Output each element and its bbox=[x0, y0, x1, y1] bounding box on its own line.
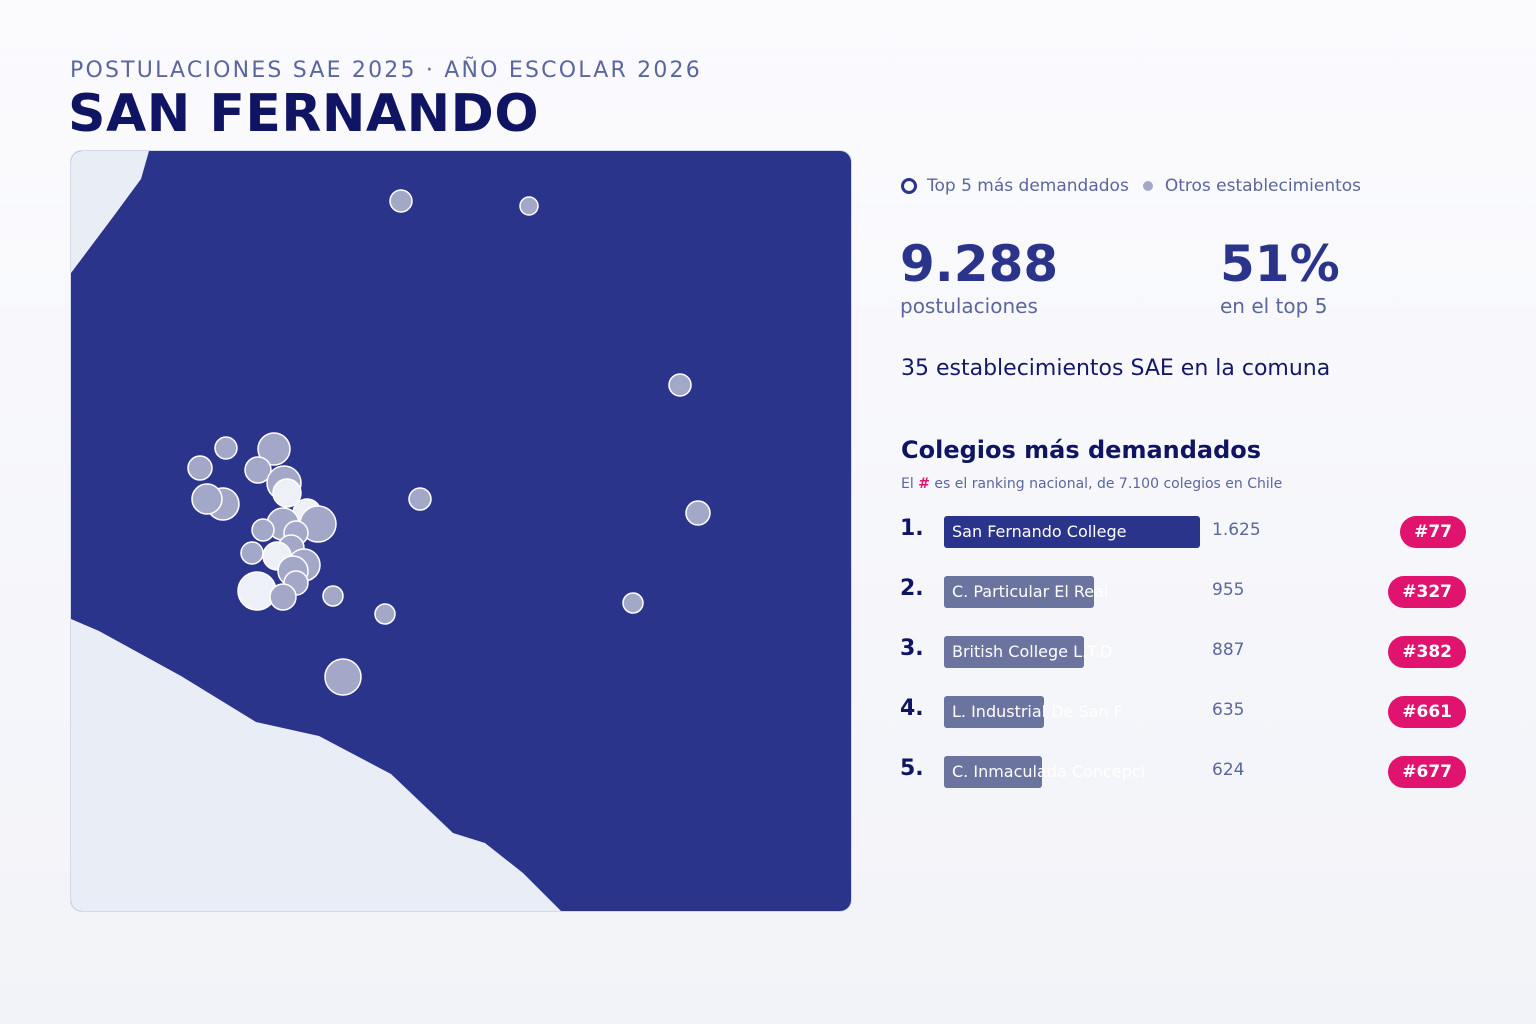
ranking-bar-area: C. Inmaculada Concepci bbox=[944, 756, 1200, 788]
ranking-row[interactable]: 5. C. Inmaculada Concepci 624 #677 bbox=[900, 752, 1470, 812]
establishment-marker[interactable] bbox=[322, 585, 344, 607]
school-name: C. Particular El Real bbox=[952, 582, 1109, 601]
outside-area-top-left bbox=[71, 151, 149, 273]
ranking-bar-area: British College L.T.D. bbox=[944, 636, 1200, 668]
ranking-row[interactable]: 4. L. Industrial De San F 635 #661 bbox=[900, 692, 1470, 752]
legend-other-label: Otros establecimientos bbox=[1164, 176, 1362, 196]
establishments-count: 35 establecimientos SAE en la comuna bbox=[901, 356, 1331, 381]
ranking-bar-area: San Fernando College bbox=[944, 516, 1200, 548]
application-count: 887 bbox=[1212, 640, 1245, 660]
establishment-marker[interactable] bbox=[324, 658, 362, 696]
establishment-marker[interactable] bbox=[269, 583, 297, 611]
establishment-marker[interactable] bbox=[251, 518, 275, 542]
establishment-marker[interactable] bbox=[244, 456, 272, 484]
national-rank-badge: #327 bbox=[1388, 576, 1466, 608]
ranking-position: 1. bbox=[900, 516, 924, 541]
ranking-position: 2. bbox=[900, 576, 924, 601]
establishment-marker[interactable] bbox=[622, 592, 644, 614]
ranking-row[interactable]: 2. C. Particular El Real 955 #327 bbox=[900, 572, 1470, 632]
commune-map[interactable] bbox=[70, 150, 852, 912]
application-count: 1.625 bbox=[1212, 520, 1261, 540]
national-rank-badge: #677 bbox=[1388, 756, 1466, 788]
school-name: British College L.T.D. bbox=[952, 642, 1118, 661]
establishment-marker[interactable] bbox=[240, 541, 264, 565]
page-title: SAN FERNANDO bbox=[68, 84, 540, 144]
ranking-note: El # es el ranking nacional, de 7.100 co… bbox=[901, 476, 1282, 492]
national-rank-badge: #77 bbox=[1400, 516, 1466, 548]
other-marker-dot-icon bbox=[1142, 181, 1153, 191]
establishment-marker[interactable] bbox=[257, 432, 291, 466]
application-count: 955 bbox=[1212, 580, 1245, 600]
establishment-marker[interactable] bbox=[408, 487, 432, 511]
top5-share-stat: 51% en el top 5 bbox=[1220, 236, 1340, 318]
note-suffix: es el ranking nacional, de 7.100 colegio… bbox=[934, 476, 1283, 492]
top5-share-label: en el top 5 bbox=[1220, 294, 1328, 318]
establishment-marker[interactable] bbox=[519, 196, 539, 216]
establishment-marker[interactable] bbox=[374, 603, 396, 625]
establishment-markers bbox=[187, 189, 711, 696]
ranking-bar bbox=[944, 636, 1084, 668]
national-rank-badge: #382 bbox=[1388, 636, 1466, 668]
school-name: C. Inmaculada Concepci bbox=[952, 762, 1145, 781]
application-count: 635 bbox=[1212, 700, 1245, 720]
note-prefix: El bbox=[901, 476, 914, 492]
ranking-bar bbox=[944, 756, 1042, 788]
establishment-marker[interactable] bbox=[389, 189, 413, 213]
ranking-position: 4. bbox=[900, 696, 924, 721]
top5-share-value: 51% bbox=[1220, 235, 1340, 293]
legend-top-label: Top 5 más demandados bbox=[927, 176, 1129, 196]
ranking-list: 1. San Fernando College 1.625 #77 2. C. Parti… bbox=[900, 512, 1470, 812]
establishment-marker[interactable] bbox=[214, 436, 238, 460]
ranking-position: 3. bbox=[900, 636, 924, 661]
ranking-bar bbox=[944, 696, 1044, 728]
top-establishment-marker[interactable] bbox=[237, 571, 277, 611]
outside-area-bottom bbox=[71, 619, 561, 911]
page-subtitle: POSTULACIONES SAE 2025 · AÑO ESCOLAR 202… bbox=[70, 58, 702, 83]
top-establishment-marker[interactable] bbox=[272, 478, 302, 508]
establishment-marker[interactable] bbox=[668, 373, 692, 397]
ranking-row[interactable]: 1. San Fernando College 1.625 #77 bbox=[900, 512, 1470, 572]
school-name: L. Industrial De San F bbox=[952, 702, 1123, 721]
note-hash: # bbox=[918, 476, 930, 492]
ranking-position: 5. bbox=[900, 756, 924, 781]
ranking-bar-area: L. Industrial De San F bbox=[944, 696, 1200, 728]
school-name: San Fernando College bbox=[952, 522, 1127, 541]
ranking-row[interactable]: 3. British College L.T.D. 887 #382 bbox=[900, 632, 1470, 692]
applications-stat: 9.288 postulaciones bbox=[900, 236, 1058, 318]
ranking-title: Colegios más demandados bbox=[901, 436, 1262, 464]
applications-value: 9.288 bbox=[900, 235, 1059, 293]
application-count: 624 bbox=[1212, 760, 1245, 780]
establishment-marker[interactable] bbox=[191, 483, 223, 515]
establishment-marker[interactable] bbox=[187, 455, 213, 481]
ranking-bar-area: C. Particular El Real bbox=[944, 576, 1200, 608]
map-canvas bbox=[71, 151, 711, 911]
top-marker-ring-icon bbox=[901, 178, 917, 194]
applications-label: postulaciones bbox=[900, 294, 1038, 318]
establishment-marker[interactable] bbox=[685, 500, 711, 526]
ranking-bar bbox=[944, 576, 1094, 608]
national-rank-badge: #661 bbox=[1388, 696, 1466, 728]
ranking-bar bbox=[944, 516, 1200, 548]
map-legend: Top 5 más demandados Otros establecimien… bbox=[901, 175, 1361, 197]
